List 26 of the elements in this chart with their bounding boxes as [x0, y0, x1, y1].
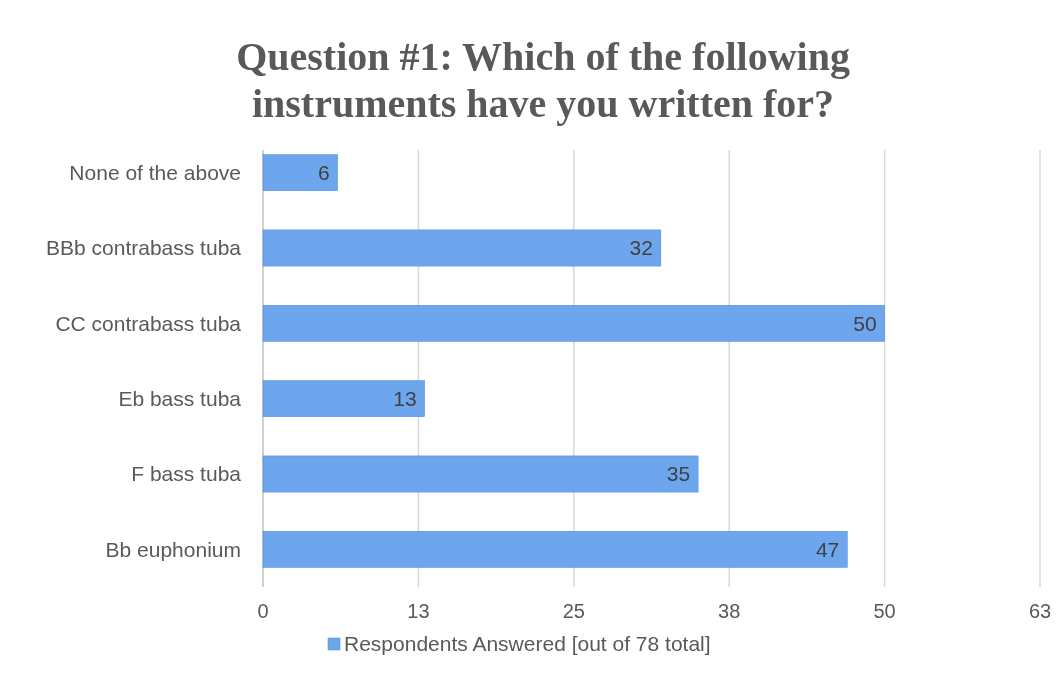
- bar: [262, 531, 848, 568]
- x-tick-label: 38: [718, 600, 741, 622]
- x-tick-label: 25: [562, 600, 585, 622]
- bar: [262, 380, 425, 417]
- bar: [262, 305, 885, 342]
- data-label: 47: [815, 537, 840, 561]
- data-label: 6: [317, 161, 330, 185]
- x-tick-label: 0: [257, 600, 269, 622]
- y-tick-label: F bass tuba: [131, 462, 242, 486]
- y-tick-label: BBb contrabass tuba: [46, 236, 242, 260]
- y-tick-label: CC contrabass tuba: [55, 311, 242, 335]
- y-tick-label: Eb bass tuba: [118, 387, 242, 411]
- data-label: 32: [629, 236, 653, 260]
- y-tick-label: None of the above: [69, 161, 241, 185]
- bar: [262, 154, 338, 191]
- y-tick-label: Bb euphonium: [105, 537, 241, 561]
- legend-label: Respondents Answered [out of 78 total]: [344, 632, 711, 656]
- chart-title: Question #1: Which of the following instruments have you written for?: [236, 34, 850, 126]
- bar: [262, 229, 662, 267]
- data-label: 50: [853, 311, 877, 335]
- x-tick-label: 50: [873, 600, 896, 622]
- data-label: 35: [666, 462, 691, 486]
- x-tick-label: 13: [407, 600, 430, 622]
- bar: [262, 455, 699, 493]
- x-tick-label: 63: [1028, 600, 1052, 622]
- data-label: 13: [393, 387, 417, 411]
